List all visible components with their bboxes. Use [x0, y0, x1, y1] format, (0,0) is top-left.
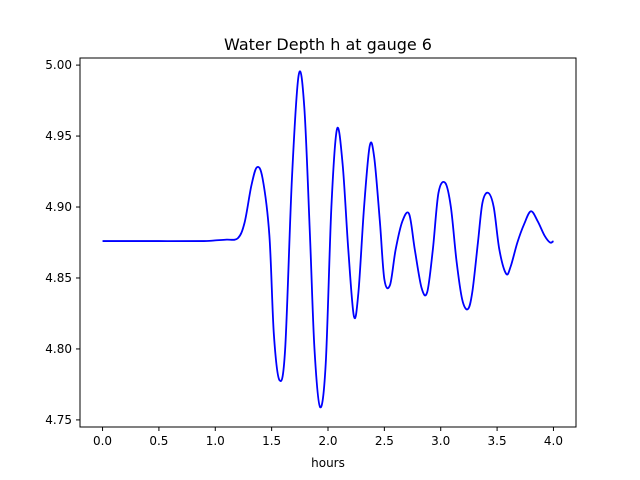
- x-axis-label: hours: [311, 456, 345, 470]
- plot-area: [102, 70, 554, 409]
- x-tick-label: 0.5: [149, 434, 168, 448]
- x-tick-label: 1.0: [206, 434, 225, 448]
- x-axis-ticks: 0.0 0.5 1.0 1.5 2.0 2.5 3.0 3.5 4.0: [93, 427, 563, 448]
- y-tick-label: 4.95: [45, 129, 72, 143]
- x-tick-label: 2.0: [318, 434, 337, 448]
- axes-frame: [79, 57, 577, 428]
- x-tick-label: 1.5: [262, 434, 281, 448]
- x-tick-label: 3.5: [488, 434, 507, 448]
- x-tick-label: 2.5: [375, 434, 394, 448]
- y-axis-ticks: 4.75 4.80 4.85 4.90 4.95 5.00: [45, 58, 80, 427]
- chart-title: Water Depth h at gauge 6: [224, 35, 432, 54]
- x-tick-label: 3.0: [431, 434, 450, 448]
- series-line-0: [102, 70, 554, 409]
- y-tick-label: 4.75: [45, 413, 72, 427]
- y-tick-label: 4.90: [45, 200, 72, 214]
- y-tick-label: 4.80: [45, 342, 72, 356]
- y-tick-label: 5.00: [45, 58, 72, 72]
- x-tick-label: 4.0: [544, 434, 563, 448]
- y-tick-label: 4.85: [45, 271, 72, 285]
- x-tick-label: 0.0: [93, 434, 112, 448]
